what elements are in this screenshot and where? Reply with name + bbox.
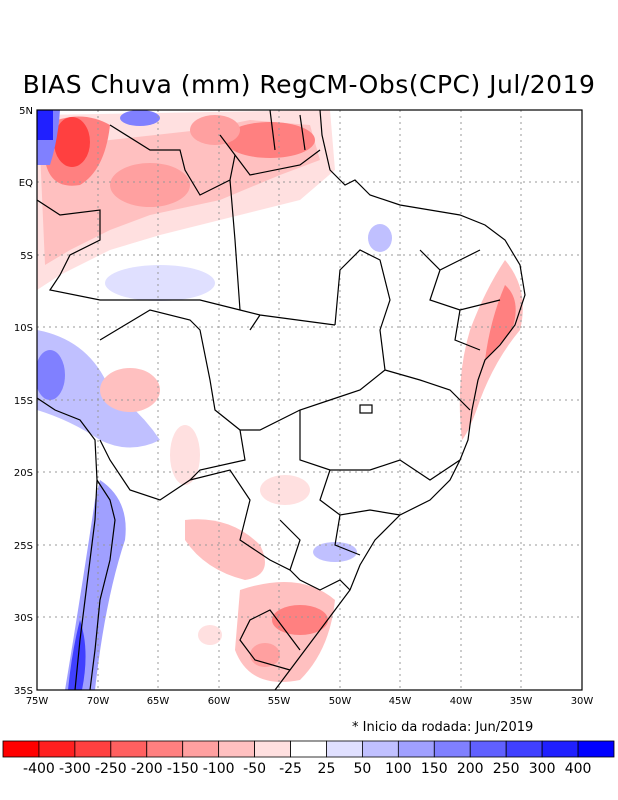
bias-region-pacific-core: [37, 110, 53, 140]
bias-region-south-core: [272, 605, 328, 635]
lon-label: 40W: [450, 696, 473, 707]
colorbar-swatch: [182, 740, 220, 758]
border-uruguay: [239, 609, 301, 671]
bias-region-north-wet: [120, 110, 160, 126]
bias-region-northeast-core: [485, 285, 516, 360]
colorbar-swatch: [290, 740, 327, 758]
colorbar-label: 50: [353, 761, 371, 777]
grid-lines: [37, 110, 582, 690]
bias-region-andes-wet: [37, 330, 160, 448]
colorbar-swatch: [326, 740, 363, 758]
map-frame: [36, 109, 583, 691]
colorbar-label: 25: [318, 761, 336, 777]
colorbar-label: -400: [23, 761, 55, 777]
colorbar-swatch: [38, 740, 76, 758]
lon-label: 65W: [147, 696, 170, 707]
lon-label: 55W: [268, 696, 291, 707]
lat-axis: 5N EQ 5S 10S 15S 20S 25S 30S 35S: [14, 106, 33, 697]
bias-region-pampa-dry: [198, 625, 222, 645]
bias-field: [37, 110, 523, 690]
colorbar-swatch: [218, 740, 255, 758]
border-bolivia: [99, 309, 246, 501]
lon-label: 70W: [87, 696, 110, 707]
run-start-note: * Inicio da rodada: Jun/2019: [352, 720, 534, 735]
colorbar-swatch: [505, 740, 543, 758]
bias-region-guiana: [225, 122, 315, 158]
map-title: BIAS Chuva (mm) RegCM-Obs(CPC) Jul/2019: [22, 70, 596, 99]
border-guianas: [234, 110, 321, 176]
colorbar-swatch: [541, 740, 579, 758]
lon-label: 35W: [510, 696, 533, 707]
colorbar-swatch: [2, 740, 40, 758]
bias-region-chile-core: [68, 620, 86, 690]
lat-label: 35S: [14, 686, 33, 697]
colorbar: -400 -300 -250 -200 -150 -100 -50 -25 25 50 100 150…: [2, 740, 615, 777]
colorbar-label: -100: [203, 761, 235, 777]
border-argentina-brazil: [289, 569, 351, 591]
colorbar-label: 200: [457, 761, 484, 777]
border-states: [240, 249, 501, 556]
colorbar-swatch: [110, 740, 148, 758]
border-venezuela: [109, 124, 236, 196]
border-amazonas: [229, 179, 241, 311]
bias-region-chaco-dry: [170, 425, 200, 485]
colorbar-label: 300: [529, 761, 556, 777]
lon-label: 30W: [571, 696, 594, 707]
colorbar-label: 250: [493, 761, 520, 777]
border-andes: [89, 479, 116, 690]
colorbar-label: -250: [95, 761, 127, 777]
colorbar-swatch: [74, 740, 112, 758]
colorbar-label: -25: [279, 761, 302, 777]
lat-label: 5S: [20, 251, 33, 262]
lon-label: 50W: [329, 696, 352, 707]
coastline-and-borders: [37, 110, 526, 690]
colorbar-swatch: [362, 740, 399, 758]
lon-label: 75W: [26, 696, 49, 707]
bias-region-parana-wet: [313, 542, 357, 562]
bias-region-colombia-core: [54, 117, 90, 167]
colorbar-label: 150: [421, 761, 448, 777]
colorbar-swatch: [433, 740, 471, 758]
colorbar-label: 400: [565, 761, 592, 777]
lat-label: 30S: [14, 613, 33, 624]
colorbar-label: -200: [131, 761, 163, 777]
lat-label: 10S: [14, 323, 33, 334]
lat-label: 15S: [14, 396, 33, 407]
bias-region-venezuela: [190, 115, 240, 145]
bias-region-amazon-west: [110, 163, 190, 207]
colorbar-label: 100: [385, 761, 412, 777]
bias-region-para-wet: [368, 224, 392, 252]
colorbar-label: -150: [167, 761, 199, 777]
bias-region-bolivia-dry: [100, 368, 160, 412]
colorbar-swatch: [577, 740, 615, 758]
colorbar-swatch: [254, 740, 291, 758]
colorbar-label: -300: [59, 761, 91, 777]
west-coast: [37, 397, 98, 690]
bias-region-andes-core: [37, 350, 65, 400]
colorbar-label: -50: [243, 761, 266, 777]
lat-label: EQ: [19, 178, 33, 189]
bias-region-ms-dry: [260, 475, 310, 505]
colorbar-swatch: [469, 740, 507, 758]
lat-label: 20S: [14, 468, 33, 479]
lon-axis: 75W 70W 65W 60W 55W 50W 45W 40W 35W 30W: [26, 696, 594, 707]
bias-region-argentina-dry: [185, 519, 265, 580]
bias-region-central-wet: [105, 265, 215, 301]
colorbar-swatch: [146, 740, 184, 758]
colorbar-swatch: [397, 740, 435, 758]
lat-label: 25S: [14, 541, 33, 552]
lon-label: 45W: [389, 696, 412, 707]
federal-district: [359, 404, 373, 414]
border-paraguay: [189, 469, 301, 571]
lat-label: 5N: [19, 106, 33, 117]
lon-label: 60W: [208, 696, 231, 707]
